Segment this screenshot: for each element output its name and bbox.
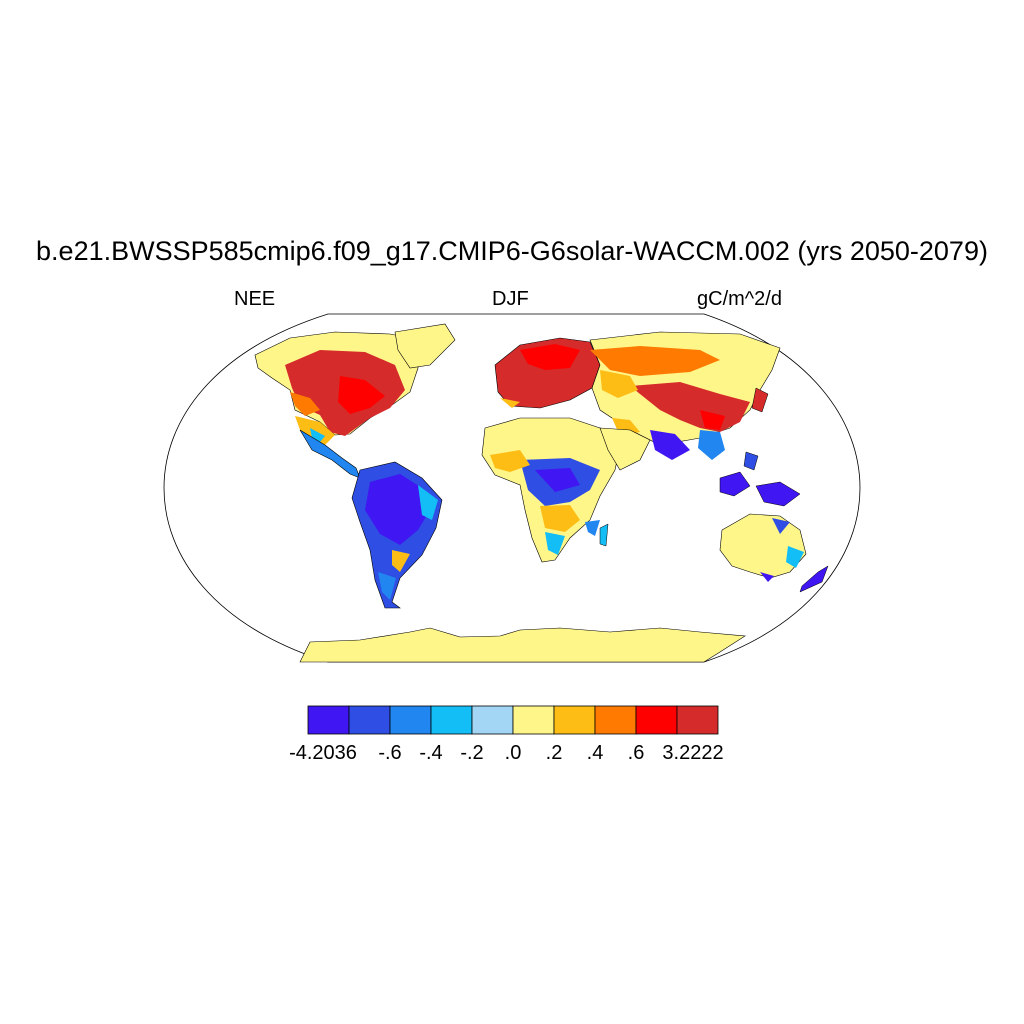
colorbar [307,705,719,735]
colorbar-box [553,705,596,735]
colorbar-box [430,705,473,735]
australia [719,513,829,593]
colorbar-box [635,705,678,735]
colorbar-box [389,705,432,735]
colorbar-tick-label: 3.2222 [662,742,724,764]
colorbar-box [676,705,719,735]
antarctica [299,627,746,663]
season-label: DJF [492,288,529,310]
south-america [351,461,443,609]
europe [494,337,601,409]
colorbar-box [307,705,350,735]
asia [589,331,781,460]
plot-title: b.e21.BWSSP585cmip6.f09_g17.CMIP6-G6sola… [36,236,988,266]
colorbar-tick-label: -.4 [419,742,443,764]
colorbar-tick-label: .4 [586,742,604,764]
units-label: gC/m^2/d [697,288,782,310]
colorbar-tick-label: .0 [504,742,522,764]
colorbar-tick-label: -.6 [378,742,402,764]
colorbar-tick-label: -.2 [460,742,484,764]
africa [481,417,621,563]
variable-label: NEE [234,288,276,310]
arabia [599,427,651,471]
colorbar-box [512,705,555,735]
north-america [254,323,456,445]
world-map [163,313,861,663]
colorbar-tick-label: .6 [627,742,645,764]
colorbar-tick-label: -4.2036 [289,742,357,764]
colorbar-tick-label: .2 [545,742,563,764]
se-asia-islands [719,451,801,507]
colorbar-box [594,705,637,735]
colorbar-box [471,705,514,735]
colorbar-box [348,705,391,735]
